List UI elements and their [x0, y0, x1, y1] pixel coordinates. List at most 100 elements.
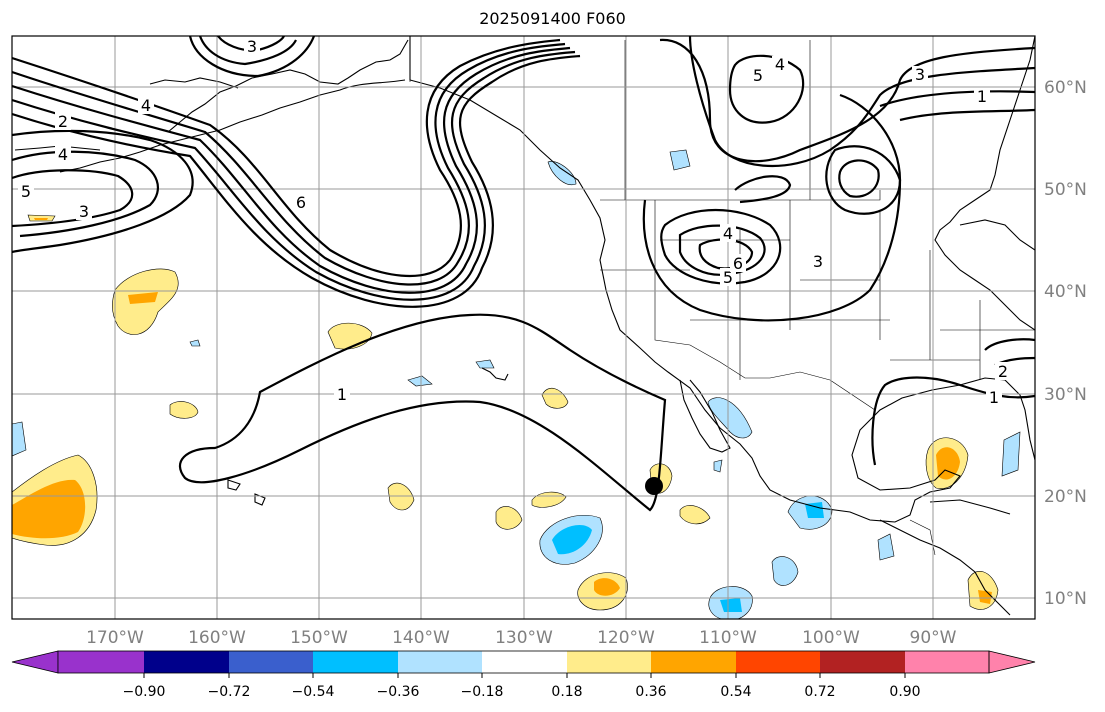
contour-jet-4 [12, 50, 576, 301]
colorbar: −0.90 −0.72 −0.54 −0.36 −0.18 0.18 0.36 … [11, 650, 1036, 700]
contour-label: 3 [810, 252, 826, 271]
contour-1-pacific [178, 313, 667, 512]
contour-label: 2 [55, 112, 71, 131]
contour-label: 4 [55, 145, 71, 164]
lat-label: 20°N [1044, 487, 1087, 507]
colorbar-bin [736, 651, 820, 673]
contour-label: 4 [138, 96, 154, 115]
contour-jet-1 [12, 38, 561, 278]
svg-text:4: 4 [141, 96, 151, 115]
svg-text:1: 1 [989, 388, 999, 407]
contour-label: 4 [772, 55, 788, 74]
graticule [12, 36, 1035, 619]
contour-label: 6 [730, 254, 746, 273]
colorbar-bin [144, 651, 229, 673]
alaska-coast [409, 36, 1035, 523]
colorbar-tick-label: −0.36 [377, 684, 420, 700]
contour-label: 1 [334, 385, 350, 404]
contour-label: 3 [912, 65, 928, 84]
colorbar-bin [313, 651, 398, 673]
coastlines [14, 36, 1035, 616]
svg-text:4: 4 [723, 224, 733, 243]
lat-label: 60°N [1044, 78, 1087, 98]
svg-text:1: 1 [977, 87, 987, 106]
contour-low-4 [660, 209, 782, 285]
colorbar-max-extend [988, 650, 1036, 674]
contour-label: 2 [995, 362, 1011, 381]
colorbar-bin [229, 651, 313, 673]
contour-1-east [879, 90, 1035, 108]
contour-jet-3 [12, 46, 571, 294]
colorbar-bin [905, 651, 989, 673]
svg-text:4: 4 [775, 55, 785, 74]
lon-label: 130°W [495, 628, 553, 648]
contour-label: 3 [76, 202, 92, 221]
lon-label: 90°W [910, 628, 957, 648]
lon-label: 120°W [597, 628, 655, 648]
map-frame [11, 35, 1036, 620]
svg-text:5: 5 [21, 182, 31, 201]
colorbar-bin [651, 651, 736, 673]
longitude-labels: 170°W 160°W 150°W 140°W 130°W 120°W 110°… [86, 628, 957, 648]
colorbar-ticks [143, 673, 906, 678]
latitude-labels: 60°N 50°N 40°N 30°N 20°N 10°N [1044, 78, 1087, 609]
contour-label: 5 [18, 182, 34, 201]
colorbar-tick-label: 0.18 [551, 684, 582, 700]
station-marker [645, 477, 663, 495]
contour-high-rockies [659, 38, 1035, 163]
lat-label: 10°N [1044, 589, 1087, 609]
svg-text:4: 4 [58, 145, 68, 164]
colorbar-tick-label: −0.18 [461, 684, 504, 700]
svg-text:6: 6 [733, 254, 743, 273]
svg-text:5: 5 [753, 66, 763, 85]
colorbar-tick-label: −0.54 [292, 684, 335, 700]
contour-label: 5 [750, 66, 766, 85]
colorbar-bin [58, 651, 144, 673]
contour-label: 6 [293, 193, 309, 212]
lon-label: 110°W [699, 628, 757, 648]
shaded-anomalies [12, 149, 1021, 619]
colorbar-tick-label: −0.72 [208, 684, 251, 700]
contour-label: 4 [720, 224, 736, 243]
svg-text:1: 1 [337, 385, 347, 404]
contour-jet-5 [12, 54, 581, 308]
contour-label: 3 [244, 37, 260, 56]
contour-label: 1 [986, 388, 1002, 407]
lat-label: 30°N [1044, 385, 1087, 405]
colorbar-tick-label: 0.36 [635, 684, 666, 700]
svg-text:6: 6 [296, 193, 306, 212]
colorbar-tick-label: 0.90 [889, 684, 920, 700]
svg-text:2: 2 [998, 362, 1008, 381]
svg-text:3: 3 [915, 65, 925, 84]
contour-jet-2 [12, 42, 566, 286]
colorbar-tick-label: 0.72 [804, 684, 835, 700]
colorbar-tick-label: −0.90 [123, 684, 166, 700]
colorbar-min-extend [11, 650, 59, 674]
colorbar-tick-labels: −0.90 −0.72 −0.54 −0.36 −0.18 0.18 0.36 … [123, 684, 921, 700]
lon-label: 150°W [290, 628, 348, 648]
contour-label: 5 [720, 268, 736, 287]
cuba-coast [929, 499, 1011, 515]
svg-text:5: 5 [723, 268, 733, 287]
lon-label: 160°W [188, 628, 246, 648]
plot-title: 2025091400 F060 [479, 9, 626, 28]
lat-label: 50°N [1044, 180, 1087, 200]
lon-label: 140°W [392, 628, 450, 648]
colorbar-bin [567, 651, 651, 673]
svg-text:3: 3 [813, 252, 823, 271]
contour-label: 1 [974, 87, 990, 106]
colorbar-bin [398, 651, 482, 673]
lon-label: 170°W [86, 628, 144, 648]
colorbar-tick-label: 0.54 [720, 684, 751, 700]
svg-text:2: 2 [58, 112, 68, 131]
svg-text:3: 3 [247, 37, 257, 56]
positive-anomaly-west-pacific-core [12, 479, 86, 539]
map-panel: 1 1 1 2 2 3 3 3 4 4 4 5 5 5 6 6 3 4 [12, 36, 1035, 619]
lat-label: 40°N [1044, 282, 1087, 302]
svg-text:3: 3 [79, 202, 89, 221]
contour-labels: 1 1 1 2 2 3 3 3 4 4 4 5 5 5 6 6 3 4 [18, 37, 1011, 407]
colorbar-bin [820, 651, 905, 673]
colorbar-bin [482, 651, 567, 673]
lon-label: 100°W [802, 628, 860, 648]
